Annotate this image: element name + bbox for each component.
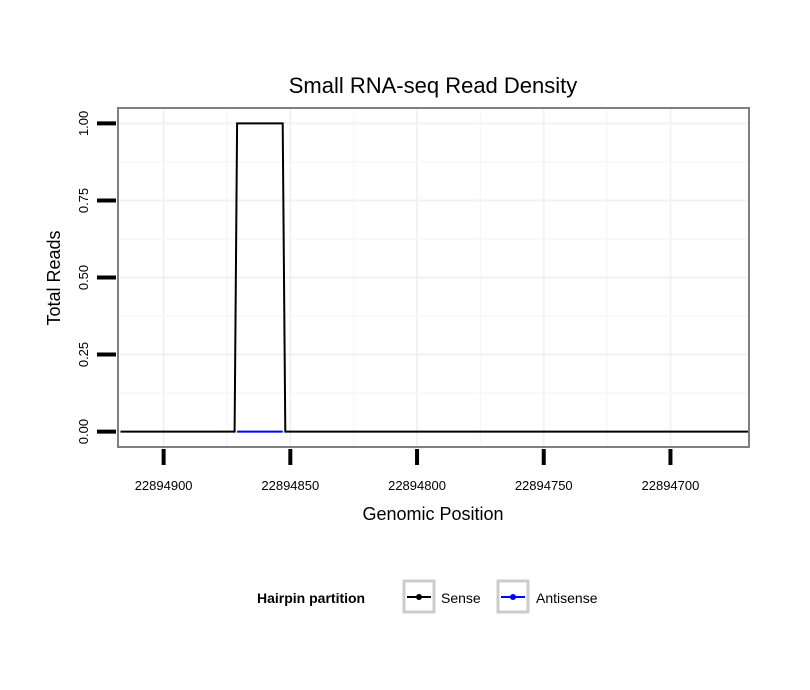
x-axis: 22894900 22894850 22894800 22894750 22894700 — [135, 449, 700, 493]
legend-label-sense: Sense — [441, 590, 481, 606]
y-axis: 0.00 0.25 0.50 0.75 1.00 — [76, 111, 116, 444]
legend-item-antisense: Antisense — [496, 579, 598, 614]
x-tick-label: 22894700 — [642, 478, 700, 493]
legend: Hairpin partition Sense Antisense — [257, 579, 598, 614]
y-tick-label: 0.00 — [76, 419, 91, 444]
legend-item-sense: Sense — [402, 579, 481, 614]
x-tick-label: 22894850 — [261, 478, 319, 493]
legend-label-antisense: Antisense — [536, 590, 598, 606]
legend-key-point-sense — [416, 594, 422, 600]
series-layer — [120, 122, 749, 433]
y-tick-label: 1.00 — [76, 111, 91, 136]
y-tick-label: 0.50 — [76, 265, 91, 290]
x-tick-label: 22894750 — [515, 478, 573, 493]
x-axis-title: Genomic Position — [362, 504, 503, 524]
x-tick-label: 22894800 — [388, 478, 446, 493]
plot-panel-border — [117, 107, 750, 448]
y-tick-label: 0.25 — [76, 342, 91, 367]
series-line-sense — [120, 122, 749, 433]
legend-key-point-antisense — [510, 594, 516, 600]
legend-title: Hairpin partition — [257, 590, 365, 606]
y-tick-label: 0.75 — [76, 188, 91, 213]
chart-title: Small RNA-seq Read Density — [289, 73, 578, 98]
x-tick-label: 22894900 — [135, 478, 193, 493]
y-axis-title: Total Reads — [44, 230, 64, 325]
